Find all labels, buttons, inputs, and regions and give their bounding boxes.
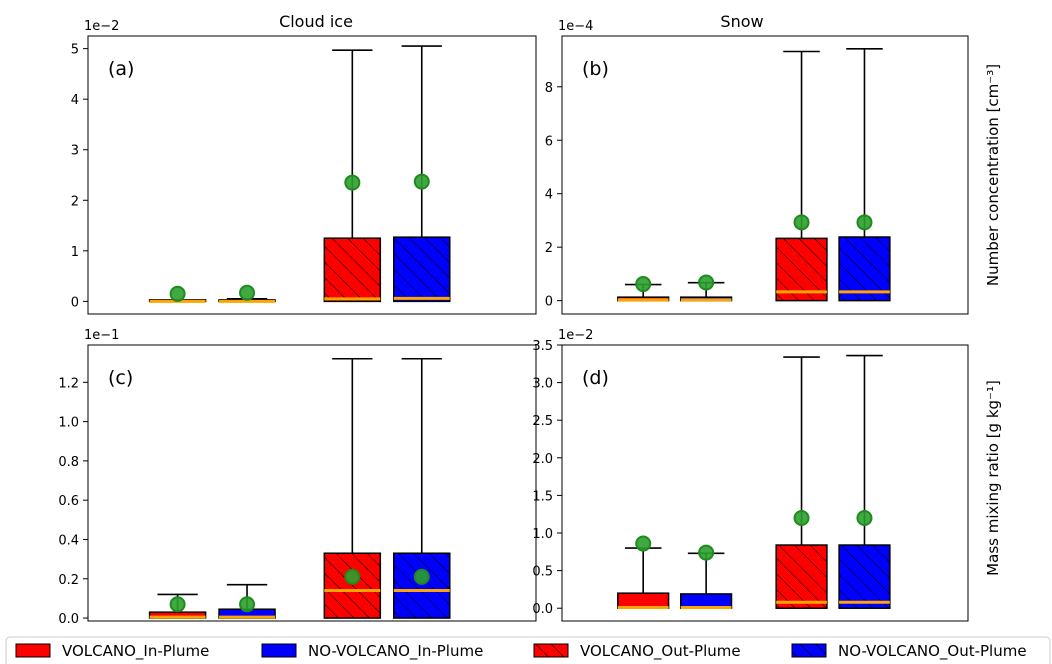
mean-marker [856,509,873,526]
y-tick-label: 2.0 [532,452,553,467]
mean-marker [793,214,810,231]
box-hatch [393,553,450,619]
box-no-volcano-in-plume [680,544,733,609]
y-tick-label: 0.6 [58,494,79,509]
legend-swatch-volcano-in-plume [15,643,51,658]
legend-swatch-no-volcano-out-plume-hatch [792,644,826,657]
y-tick-label: 0 [71,295,79,310]
box-hatch [393,237,450,302]
axes-frame [87,35,537,315]
mean-marker [793,509,810,526]
y-tick-label: 1.5 [532,489,553,504]
legend-label-no-volcano-out-plume: NO-VOLCANO_Out-Plume [838,642,1027,661]
box-volcano-in-plume [148,285,207,303]
box-hatch [839,545,890,609]
mean-marker [635,276,652,293]
y-tick-label: 2 [545,241,553,256]
axis-offset-label: 1e−2 [84,19,119,34]
y-tick-label: 3.0 [532,377,553,392]
axis-offset-label: 1e−4 [558,19,593,34]
mean-marker [239,284,256,301]
box-volcano-out-plume [323,357,382,619]
axis-offset-label: 1e−1 [84,328,119,343]
col-title-snow: Snow [720,12,763,31]
box-no-volcano-in-plume [218,284,276,303]
box-volcano-in-plume [617,276,670,302]
mean-marker [413,173,430,190]
mean-marker [169,285,186,302]
y-tick-label: 1.2 [58,376,79,391]
y-tick-label: 8 [545,81,553,96]
y-tick-label: 0 [545,295,553,310]
axes-frame [561,344,969,622]
legend-swatch-no-volcano-in-plume [261,643,297,658]
panel-c: 0.0 0.2 0.4 0.6 0.8 1.0 1.2 1e−1 (c) [58,328,537,627]
mean-marker [698,274,715,291]
box-volcano-in-plume [617,535,670,609]
box-no-volcano-in-plume [680,274,733,302]
y-tick-label: 2.5 [532,414,553,429]
panel-a: 0 1 2 3 4 5 1e−2 (a) [71,19,537,315]
legend-label-volcano-out-plume: VOLCANO_Out-Plume [580,642,741,661]
panel-label: (b) [582,58,609,80]
box-hatch [324,553,381,619]
y-tick-label: 1.0 [58,416,79,431]
mean-marker [239,596,256,613]
box-no-volcano-out-plume [838,354,891,609]
legend-label-no-volcano-in-plume: NO-VOLCANO_In-Plume [308,642,483,661]
box-volcano-out-plume [323,49,382,303]
mean-marker [344,568,361,585]
y-tick-label: 1.0 [532,527,553,542]
y-tick-label: 0.4 [58,533,79,548]
y-tick-label: 0.5 [532,565,553,580]
box-no-volcano-out-plume [838,48,891,302]
y-tick-label: 3 [71,144,79,159]
box-hatch [324,238,381,302]
y-tick-label: 3.5 [532,339,553,354]
panel-b: 0 2 4 6 8 1e−4 (b) [545,19,969,315]
box-hatch [776,545,827,609]
box-no-volcano-out-plume [393,357,451,619]
panel-label: (d) [582,367,609,389]
mean-marker [698,544,715,561]
box-no-volcano-out-plume [393,45,451,303]
ylabel-mass-mixing-ratio: Mass mixing ratio [g kg⁻¹] [984,380,1002,576]
ylabel-number-concentration: Number concentration [cm⁻³] [984,64,1002,286]
box-volcano-in-plume [148,593,207,619]
y-tick-label: 0.8 [58,455,79,470]
legend-label-volcano-in-plume: VOLCANO_In-Plume [62,642,209,661]
y-tick-label: 0.0 [58,612,79,627]
box-no-volcano-in-plume [218,583,276,619]
legend-swatch-volcano-out-plume-hatch [534,644,568,657]
mean-marker [856,214,873,231]
axis-offset-label: 1e−2 [558,328,593,343]
y-tick-label: 0.0 [532,602,553,617]
col-title-cloud-ice: Cloud ice [279,12,353,31]
panel-d: 0.0 0.5 1.0 1.5 2.0 2.5 3.0 3.5 1e−2 (d) [532,328,969,622]
mean-marker [169,596,186,613]
y-tick-label: 2 [71,194,79,209]
y-tick-label: 5 [71,43,79,58]
legend: VOLCANO_In-Plume NO-VOLCANO_In-Plume VOL… [5,636,1051,664]
box-hatch [839,237,890,301]
y-tick-label: 0.2 [58,573,79,588]
y-tick-label: 1 [71,245,79,260]
panel-label: (a) [108,58,134,80]
box-body [617,592,670,609]
mean-marker [635,535,652,552]
y-tick-label: 4 [545,188,553,203]
box-volcano-out-plume [775,50,828,302]
axes-frame [87,344,537,622]
box-hatch [776,238,827,301]
y-tick-label: 6 [545,134,553,149]
panel-label: (c) [108,367,133,389]
box-volcano-out-plume [775,356,828,609]
mean-marker [413,568,430,585]
axes-frame [561,35,969,315]
mean-marker [344,174,361,191]
panels: 0 1 2 3 4 5 1e−2 (a) 0 2 4 6 8 1e−4 (b) 0.0 0.2 0.4 0.6 0.8… [58,19,969,627]
y-tick-label: 4 [71,93,79,108]
